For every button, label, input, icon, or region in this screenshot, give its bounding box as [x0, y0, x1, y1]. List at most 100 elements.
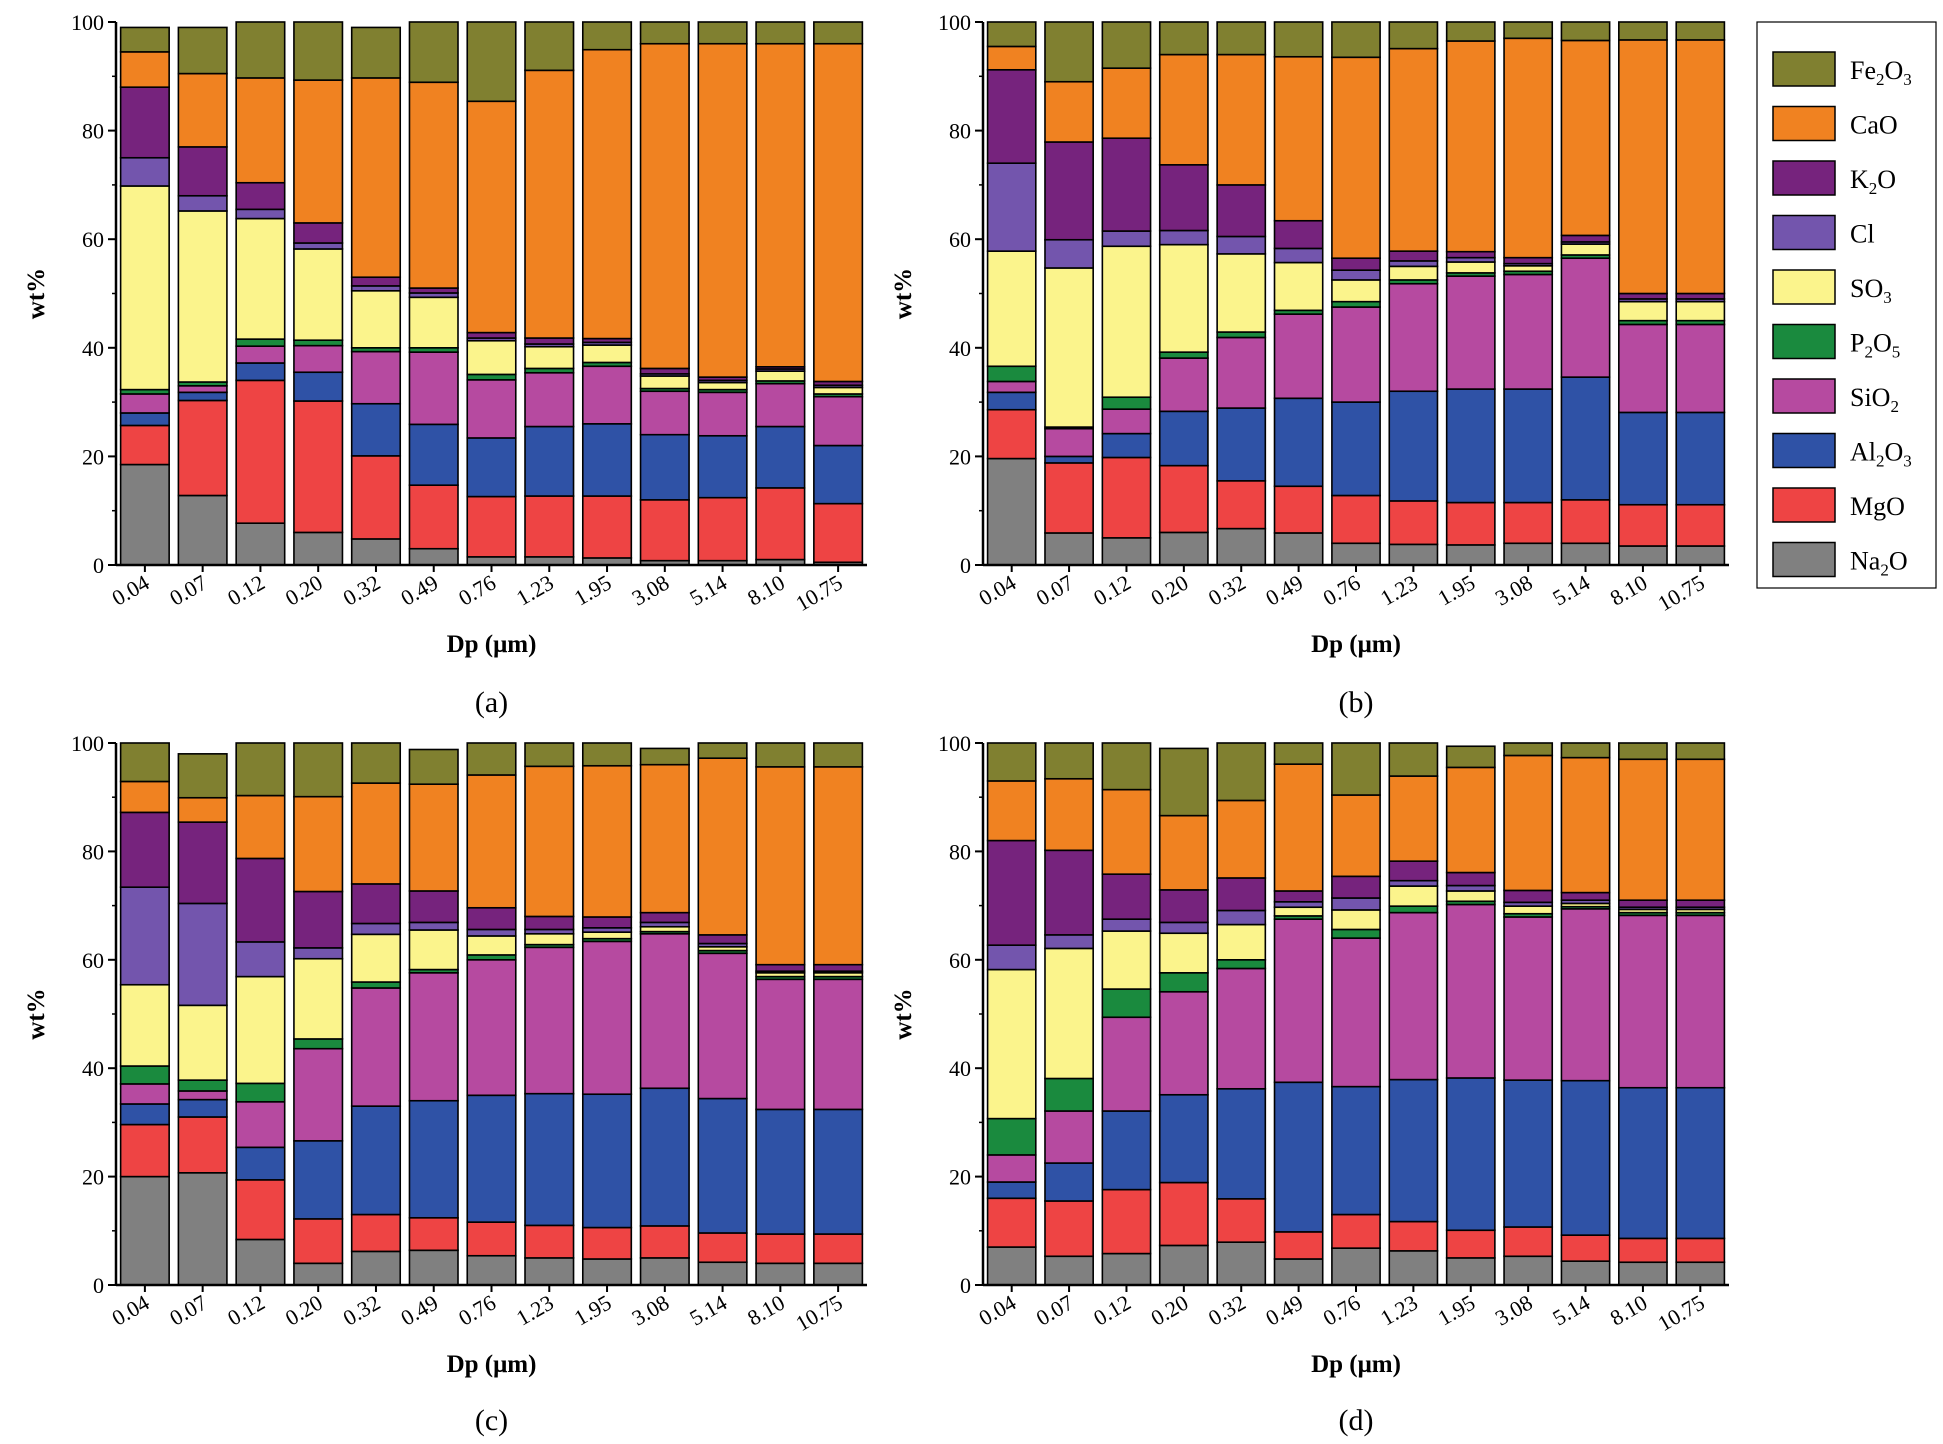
legend-swatch-P2O5: [1772, 323, 1836, 360]
bar-segment-Fe2O3-1.95: [581, 21, 633, 51]
x-tick-label: 1.95: [1433, 570, 1479, 611]
legend-swatch-SiO2: [1772, 378, 1836, 414]
bar-segment-Cl-0.20: [1158, 921, 1209, 935]
bar-segment-SiO2-0.12: [1101, 408, 1152, 435]
bar-segment-K2O-0.12: [235, 181, 286, 211]
bar-segment-MgO-1.95: [581, 495, 633, 559]
bar-segment-MgO-0.76: [466, 1221, 517, 1257]
bar-segment-SiO2-1.95: [581, 365, 633, 425]
bar-segment-K2O-1.95: [581, 916, 633, 929]
bar-segment-SiO2-8.10: [755, 978, 806, 1111]
x-axis-title: Dp (μm): [1311, 1351, 1401, 1378]
bar-segment-Na2O-0.76: [1331, 542, 1381, 566]
bar-segment-Cl-0.32: [1216, 909, 1267, 926]
bar-segment-CaO-0.04: [119, 780, 170, 814]
bar-segment-K2O-5.14: [697, 934, 748, 945]
bar-segment-Na2O-0.32: [350, 1250, 402, 1286]
bar-segment-SiO2-0.32: [1216, 336, 1267, 409]
bar-segment-SiO2-8.10: [755, 382, 806, 428]
chart-panel-1: 0.04 0.07 0.12 0.20 0.32 0.49 0.76 1.23 1.95 3.08…: [23, 10, 867, 719]
bar-segment-K2O-0.32: [350, 276, 402, 287]
x-tick-label: 0.76: [1319, 1290, 1365, 1331]
bar-segment-Cl-0.12: [1101, 918, 1152, 932]
bar-segment-Fe2O3-5.14: [697, 21, 748, 45]
bar-segment-SiO2-0.49: [408, 351, 459, 426]
bar-segment-CaO-0.76: [466, 774, 517, 909]
bar-segment-CaO-0.49: [408, 81, 459, 289]
bar-segment-MgO-0.20: [1158, 1181, 1209, 1247]
legend-label-CaO: CaO: [1850, 111, 1898, 140]
x-tick-label: 0.32: [1204, 1290, 1250, 1331]
x-tick-label: 3.08: [627, 1290, 673, 1331]
y-tick-label: 0: [960, 553, 971, 578]
bar-segment-Fe2O3-8.10: [755, 742, 806, 768]
bar-segment-SiO2-0.76: [466, 958, 517, 1097]
bar-segment-SO3-8.10: [755, 370, 806, 382]
bar-segment-Na2O-0.07: [177, 494, 228, 566]
bar-segment-Al2O3-0.76: [1331, 1085, 1381, 1216]
bar-segment-MgO-5.14: [1560, 499, 1611, 545]
bar-segment-MgO-0.12: [1101, 1188, 1152, 1255]
bar-segment-CaO-1.95: [1445, 766, 1496, 874]
bar-segment-Al2O3-0.49: [1273, 397, 1324, 488]
bar-segment-Al2O3-5.14: [1560, 376, 1611, 501]
y-tick-label: 60: [82, 948, 104, 973]
y-tick-label: 40: [949, 336, 971, 361]
bar-segment-Al2O3-0.49: [408, 423, 459, 486]
bar-segment-P2O5-0.32: [1216, 958, 1267, 970]
bar-segment-Al2O3-0.20: [293, 1140, 344, 1220]
bar-segment-SO3-1.23: [1388, 885, 1439, 907]
bar-segment-P2O5-0.07: [177, 1079, 228, 1092]
legend: Fe2O3 CaO K2O Cl SO3 P2O5 SiO2 Al2O3 MgO Na2O: [1756, 21, 1937, 589]
bar-segment-CaO-10.75: [1675, 758, 1726, 901]
bar-segment-SiO2-0.07: [1044, 1110, 1094, 1164]
panel-label: (a): [475, 686, 508, 719]
bar-segment-Al2O3-10.75: [813, 444, 864, 505]
legend-label-P2O5: P2O5: [1850, 329, 1900, 362]
bar-segment-SiO2-1.95: [581, 940, 633, 1096]
bar-segment-Fe2O3-0.76: [466, 21, 517, 103]
bar-segment-P2O5-0.32: [1216, 331, 1267, 339]
y-tick-label: 0: [93, 1273, 104, 1298]
bar-segment-SiO2-1.23: [524, 371, 575, 428]
bar-segment-P2O5-0.04: [119, 1065, 170, 1085]
y-tick-label: 80: [949, 119, 971, 144]
bar-segment-Fe2O3-0.04: [986, 742, 1037, 782]
bar-segment-MgO-3.08: [1503, 501, 1554, 545]
bar-segment-Na2O-0.20: [293, 531, 344, 566]
bar-segment-SO3-1.95: [1445, 890, 1496, 903]
x-tick-label: 1.23: [1376, 1290, 1422, 1331]
bar-segment-CaO-1.95: [581, 48, 633, 340]
bar-segment-SO3-3.08: [1503, 905, 1554, 915]
x-tick-label: 0.12: [223, 570, 269, 611]
x-tick-label: 8.10: [1606, 570, 1652, 611]
x-tick-label: 8.10: [1606, 1290, 1652, 1331]
bar-segment-K2O-1.95: [1445, 871, 1496, 887]
x-tick-label: 0.49: [1261, 570, 1307, 611]
bar-segment-CaO-0.49: [1273, 55, 1324, 222]
bar-segment-Cl-0.12: [1101, 230, 1152, 248]
x-tick-label: 0.12: [223, 1290, 269, 1331]
bar-segment-K2O-0.20: [293, 222, 344, 244]
x-tick-label: 0.76: [454, 1290, 500, 1331]
bar-segment-SiO2-10.75: [1675, 914, 1726, 1089]
bar-segment-SiO2-0.12: [235, 1101, 286, 1149]
bar-segment-Na2O-0.49: [1273, 1258, 1324, 1286]
bar-segment-K2O-0.32: [1216, 877, 1267, 912]
bar-segment-SO3-0.04: [119, 983, 170, 1067]
bar-segment-SiO2-10.75: [813, 395, 864, 447]
bar-segment-SiO2-0.76: [1331, 937, 1381, 1088]
bar-segment-Al2O3-0.32: [350, 1105, 402, 1216]
legend-swatch-Al2O3: [1772, 432, 1836, 469]
bar-segment-SiO2-0.20: [293, 344, 344, 374]
bar-segment-Al2O3-8.10: [755, 425, 806, 489]
x-tick-label: 1.95: [1433, 1290, 1479, 1331]
bar-segment-MgO-0.04: [119, 424, 170, 466]
bar-segment-K2O-0.49: [1273, 890, 1324, 903]
bar-segment-Na2O-0.07: [1044, 532, 1094, 566]
bar-segment-Cl-0.12: [235, 208, 286, 220]
bar-segment-K2O-3.08: [639, 367, 690, 375]
bar-segment-CaO-0.04: [119, 51, 170, 88]
bar-segment-Al2O3-0.07: [1044, 1162, 1094, 1202]
